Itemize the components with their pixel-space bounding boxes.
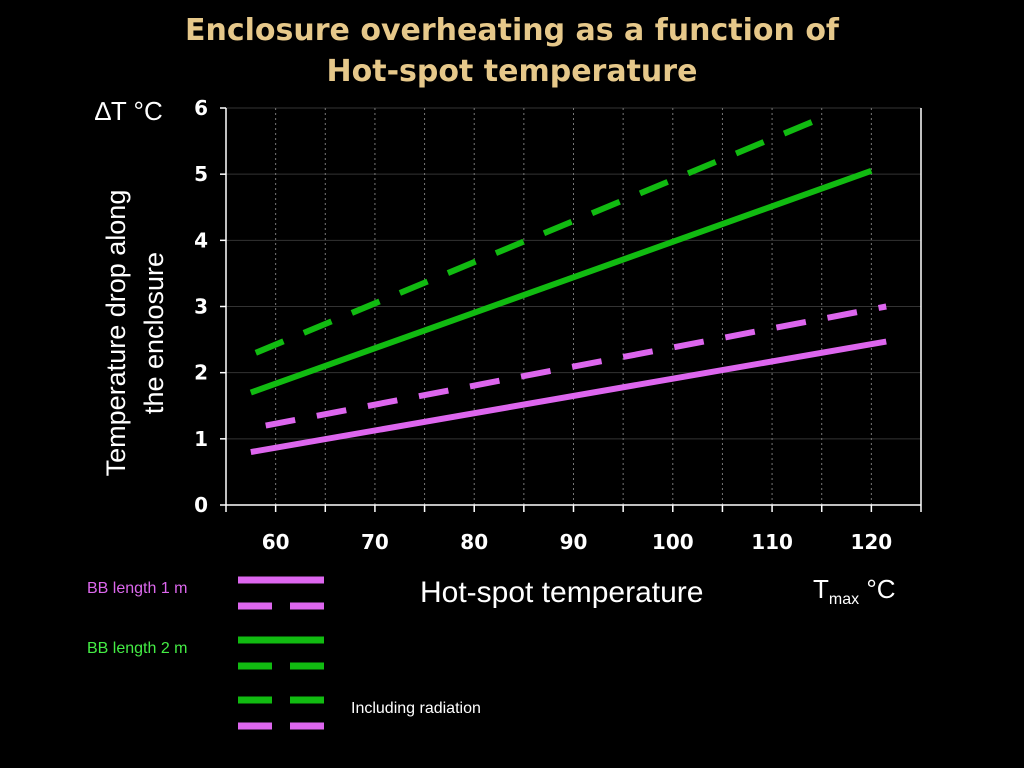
legend-label-bb2: BB length 2 m [87,640,188,657]
legend-label-bb1: BB length 1 m [87,580,188,597]
series-lines [249,115,887,456]
x-unit-sub: max [828,591,860,609]
chart-title-line1: Enclosure overheating as a function of [185,13,839,48]
series-line-bb1_rad [265,303,887,429]
legend-label-radiation: Including radiation [351,700,481,717]
y-tick-label-6: 6 [194,96,208,120]
y-axis-unit: ∆T °C [95,96,163,126]
chart-title: Enclosure overheating as a function of H… [0,10,1024,92]
x-tick-label-70: 70 [361,530,389,554]
x-tick-label-110: 110 [751,530,793,554]
y-tick-label-4: 4 [194,228,208,252]
x-tick-label-90: 90 [560,530,588,554]
x-axis-unit: Tmax °C [813,574,896,609]
x-unit-main: T [813,574,829,604]
y-tick-label-1: 1 [194,427,208,451]
chart-title-line2: Hot-spot temperature [326,54,698,89]
ticks: 0 1 2 3 4 5 6 60 70 80 90 100 110 120 [194,96,922,554]
x-tick-label-80: 80 [460,530,488,554]
y-tick-label-5: 5 [194,162,208,186]
x-tick-label-60: 60 [262,530,290,554]
y-tick-label-2: 2 [194,361,208,385]
x-tick-label-120: 120 [850,530,892,554]
legend-swatches [238,576,324,730]
y-tick-label-3: 3 [194,295,208,319]
y-tick-label-0: 0 [194,493,208,517]
x-axis-title: Hot-spot temperature [420,576,704,609]
series-line-bb1 [250,338,887,456]
x-tick-label-100: 100 [652,530,694,554]
series-line-bb2 [249,168,873,396]
series-line-bb2_rad [254,115,823,356]
grid [226,107,921,505]
x-unit-tail: °C [859,574,896,604]
